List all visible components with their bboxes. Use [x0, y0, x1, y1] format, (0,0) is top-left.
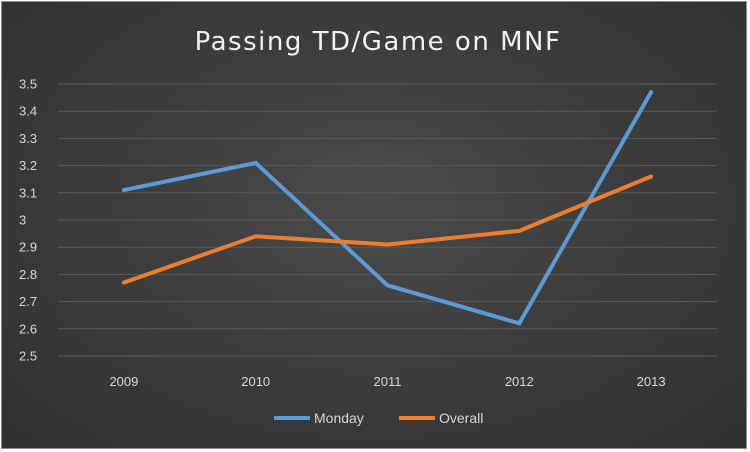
- data-point-overall: [517, 228, 522, 233]
- y-tick-label: 3.4: [19, 104, 37, 119]
- data-point-overall: [385, 242, 390, 247]
- y-tick-label: 2.8: [19, 267, 37, 282]
- y-tick-label: 3: [19, 213, 26, 228]
- legend-item-overall: Overall: [399, 410, 483, 426]
- y-tick-label: 3.5: [19, 77, 37, 92]
- x-tick-label: 2010: [241, 374, 270, 389]
- y-axis: 2.5 2.6 2.7 2.8 2.9 3 3.1 3.2 3.3 3.4 3.5: [19, 77, 37, 364]
- data-point-monday: [385, 283, 390, 288]
- y-tick-label: 2.9: [19, 240, 37, 255]
- y-tick-label: 3.2: [19, 158, 37, 173]
- y-tick-label: 2.7: [19, 294, 37, 309]
- x-tick-label: 2013: [637, 374, 666, 389]
- data-point-monday: [517, 321, 522, 326]
- x-tick-label: 2012: [505, 374, 534, 389]
- x-tick-label: 2009: [109, 374, 138, 389]
- chart-title: Passing TD/Game on MNF: [195, 27, 562, 57]
- data-point-monday: [253, 160, 258, 165]
- x-axis: 2009 2010 2011 2012 2013: [109, 374, 665, 389]
- legend-item-monday: Monday: [274, 410, 364, 426]
- series-group: [121, 90, 654, 326]
- y-tick-label: 2.5: [19, 349, 37, 364]
- data-point-overall: [253, 234, 258, 239]
- gridlines: [58, 83, 717, 357]
- y-tick-label: 3.3: [19, 131, 37, 146]
- data-point-monday: [649, 90, 654, 95]
- legend: Monday Overall: [274, 410, 483, 426]
- data-point-monday: [121, 188, 126, 193]
- y-tick-label: 3.1: [19, 185, 37, 200]
- legend-label: Overall: [439, 410, 483, 426]
- data-point-overall: [649, 174, 654, 179]
- data-point-overall: [121, 280, 126, 285]
- x-tick-label: 2011: [374, 374, 402, 389]
- legend-label: Monday: [314, 410, 364, 426]
- y-tick-label: 2.6: [19, 321, 37, 336]
